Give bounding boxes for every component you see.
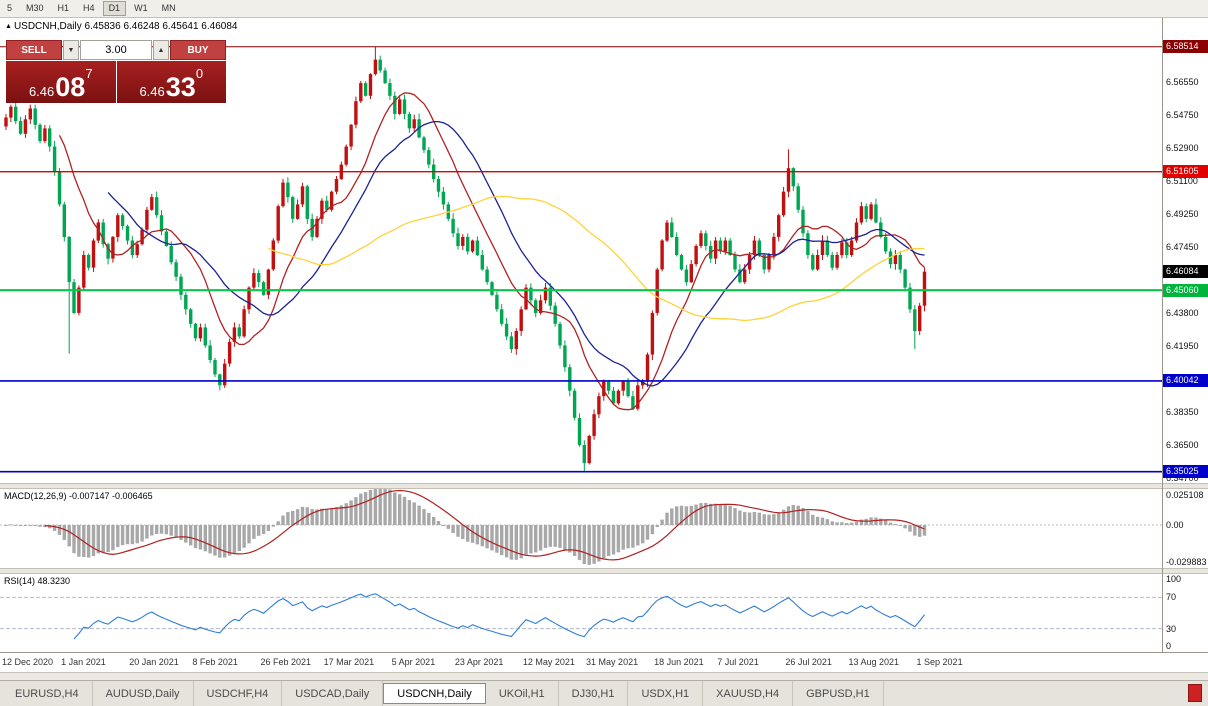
price-tick: 6.54750 [1166,109,1199,120]
price-tick: 6.51100 [1166,175,1198,186]
rsi-axis-tick: 0 [1166,641,1172,651]
buy-button[interactable]: BUY [170,40,226,60]
date-tick: 1 Jan 2021 [61,657,106,667]
timeframe-button-m30[interactable]: M30 [26,3,44,13]
chart-tab-gbpusd-h1[interactable]: GBPUSD,H1 [793,681,884,706]
date-tick: 26 Feb 2021 [260,657,311,667]
price-tick: 6.38350 [1166,406,1199,417]
price-line-badge: 6.58514 [1163,40,1208,54]
price-tick: 6.36500 [1166,440,1199,450]
buy-price-pips: 33 [165,72,196,102]
date-tick: 12 May 2021 [522,657,575,667]
rsi-axis-tick: 100 [1166,574,1182,584]
main-chart-pane: ▲ USDCNH,Daily 6.45836 6.46248 6.45641 6.… [0,18,1208,483]
axis-separator-line [1162,18,1163,652]
chart-tab-usdcnh-daily[interactable]: USDCNH,Daily [383,683,486,704]
chart-tab-eurusd-h4[interactable]: EURUSD,H4 [2,681,93,706]
chart-tab-dj30-h1[interactable]: DJ30,H1 [559,681,629,706]
timeframe-button-d1[interactable]: D1 [102,1,127,16]
date-tick: 8 Feb 2021 [192,657,238,667]
date-tick: 20 Jan 2021 [129,657,179,667]
chart-ohlc-values: 6.45836 6.46248 6.45641 6.46084 [84,21,238,32]
chart-tab-audusd-daily[interactable]: AUDUSD,Daily [93,681,194,706]
chart-header: ▲ USDCNH,Daily 6.45836 6.46248 6.45641 6.… [5,21,237,32]
price-tick: 6.47450 [1166,241,1199,252]
sell-price-pips: 08 [55,72,86,102]
date-tick: 5 Apr 2021 [391,657,436,667]
date-tick: 26 Jul 2021 [785,657,832,667]
price-tick: 6.56550 [1166,77,1199,88]
price-line-badge: 6.40042 [1163,374,1208,388]
timeframe-button-h1[interactable]: H1 [57,3,70,13]
sell-price-base: 6.46 [28,84,55,99]
tab-scroll-button[interactable] [1188,684,1202,702]
chart-tab-usdcad-daily[interactable]: USDCAD,Daily [282,681,384,706]
rsi-axis-tick: 30 [1166,623,1177,634]
macd-axis-tick: -0.029883 [1166,557,1207,567]
volume-decrease-button[interactable]: ▼ [63,40,79,60]
rsi-axis-tick: 70 [1166,592,1177,603]
price-tick: 6.41950 [1166,341,1199,352]
chart-tab-xauusd-h4[interactable]: XAUUSD,H4 [703,681,794,706]
chart-tab-usdchf-h4[interactable]: USDCHF,H4 [194,681,283,706]
timeframe-button-5[interactable]: 5 [7,3,13,13]
price-line-badge: 6.46084 [1163,265,1208,279]
macd-indicator-pane: MACD(12,26,9) -0.007147 -0.006465 0.0251… [0,489,1208,568]
pane-splitter[interactable] [0,483,1208,489]
chart-symbol-label: USDCNH,Daily [13,21,82,32]
date-tick: 18 Jun 2021 [654,657,704,667]
sell-price-display[interactable]: 6.46 08 7 [6,61,116,103]
date-tick: 13 Aug 2021 [848,657,900,667]
candlestick-chart-canvas[interactable] [0,18,1162,483]
price-tick: 6.52900 [1166,143,1199,154]
date-tick: 31 May 2021 [586,657,639,667]
date-tick: 12 Dec 2020 [2,657,54,667]
macd-chart-canvas[interactable] [0,489,1162,568]
one-click-trading-panel: SELL ▼ ▲ BUY 6.46 08 7 6.46 33 0 [6,40,226,103]
volume-increase-button[interactable]: ▲ [153,40,169,60]
date-tick: 7 Jul 2021 [717,657,759,667]
date-tick: 17 Mar 2021 [323,657,375,667]
price-tick: 6.49250 [1166,209,1199,220]
buy-price-base: 6.46 [139,84,165,99]
macd-axis-tick: 0.025108 [1166,490,1204,500]
date-tick: 1 Sep 2021 [916,657,963,667]
timeframe-toolbar: 5 M30 H1 H4 D1 W1 MN [0,0,1208,18]
macd-axis-tick: 0.00 [1166,520,1184,531]
price-tick: 6.43800 [1166,307,1199,318]
chart-tab-bar: EURUSD,H4 AUDUSD,Daily USDCHF,H4 USDCAD,Dai… [0,680,1208,706]
rsi-indicator-pane: RSI(14) 48.3230 100 70 30 0 [0,574,1208,652]
timeframe-button-mn[interactable]: MN [161,3,176,13]
buy-price-point: 0 [195,66,204,81]
price-line-badge: 6.35025 [1163,465,1208,479]
sell-button[interactable]: SELL [6,40,62,60]
buy-price-display[interactable]: 6.46 33 0 [116,61,226,103]
sell-price-point: 7 [85,66,93,81]
timeframe-button-h4[interactable]: H4 [83,3,95,13]
date-tick: 23 Apr 2021 [454,657,504,667]
timeframe-button-w1[interactable]: W1 [134,3,148,13]
pane-splitter[interactable] [0,568,1208,574]
rsi-chart-canvas[interactable] [0,574,1162,652]
price-line-badge: 6.45060 [1163,283,1208,297]
volume-input[interactable] [80,40,152,60]
chart-tab-usdx-h1[interactable]: USDX,H1 [628,681,704,706]
price-tick: 6.34700 [1166,472,1199,483]
time-scale[interactable]: 12 Dec 2020 1 Jan 2021 20 Jan 2021 8 Feb 20… [0,652,1208,672]
macd-label: MACD(12,26,9) -0.007147 -0.006465 [4,491,153,501]
rsi-label: RSI(14) 48.3230 [4,576,71,586]
collapse-triangle-icon[interactable]: ▲ [5,23,12,30]
status-strip [0,672,1208,680]
chart-tab-ukoil-h1[interactable]: UKOil,H1 [486,681,559,706]
price-line-badge: 6.51605 [1163,165,1208,179]
